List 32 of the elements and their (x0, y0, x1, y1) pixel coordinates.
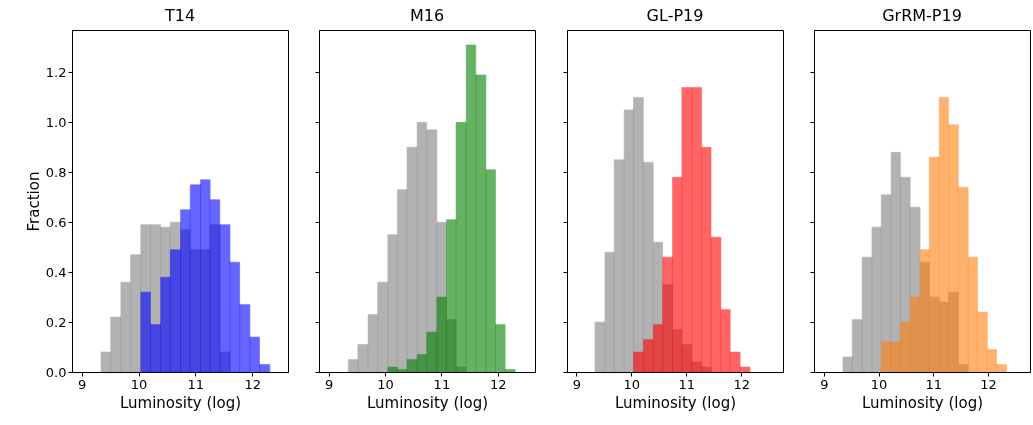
x-tick-label: 10 (623, 376, 641, 392)
x-tick-label: 10 (377, 376, 394, 392)
x-tick-label: 9 (324, 376, 334, 392)
x-tick-label: 9 (820, 376, 829, 392)
x-tick-label: 12 (490, 376, 507, 392)
chart-title: GL-P19 (646, 6, 704, 25)
x-tick-label: 9 (572, 376, 581, 392)
x-tick-label: 12 (733, 376, 750, 392)
y-tick-label: 0.4 (45, 264, 67, 280)
x-tick-label: 11 (433, 376, 451, 392)
x-tick-label: 11 (925, 376, 942, 392)
x-axis-title: Luminosity (log) (366, 393, 489, 412)
x-axis-title: Luminosity (log) (119, 393, 242, 412)
x-tick-label: 12 (980, 376, 997, 392)
y-tick-label: 0.0 (45, 364, 67, 380)
x-tick-label: 12 (244, 376, 261, 392)
y-tick-label: 0.8 (45, 164, 67, 180)
chart-title: T14 (163, 6, 196, 25)
x-tick-label: 11 (678, 376, 696, 392)
y-tick-label: 1.2 (45, 64, 67, 80)
y-axis-title: Fraction (24, 171, 43, 232)
x-axis-title: Luminosity (log) (614, 393, 737, 412)
x-tick-label: 9 (78, 376, 87, 392)
chart-title: M16 (409, 6, 445, 25)
x-tick-label: 10 (130, 376, 148, 392)
y-tick-label: 1.0 (45, 114, 67, 130)
x-tick-label: 10 (870, 376, 888, 392)
y-tick-label: 0.6 (45, 214, 67, 230)
y-tick-label: 0.2 (45, 314, 67, 330)
x-tick-label: 11 (187, 376, 205, 392)
chart-title: GrRM-P19 (882, 6, 962, 25)
x-axis-title: Luminosity (log) (861, 393, 984, 412)
